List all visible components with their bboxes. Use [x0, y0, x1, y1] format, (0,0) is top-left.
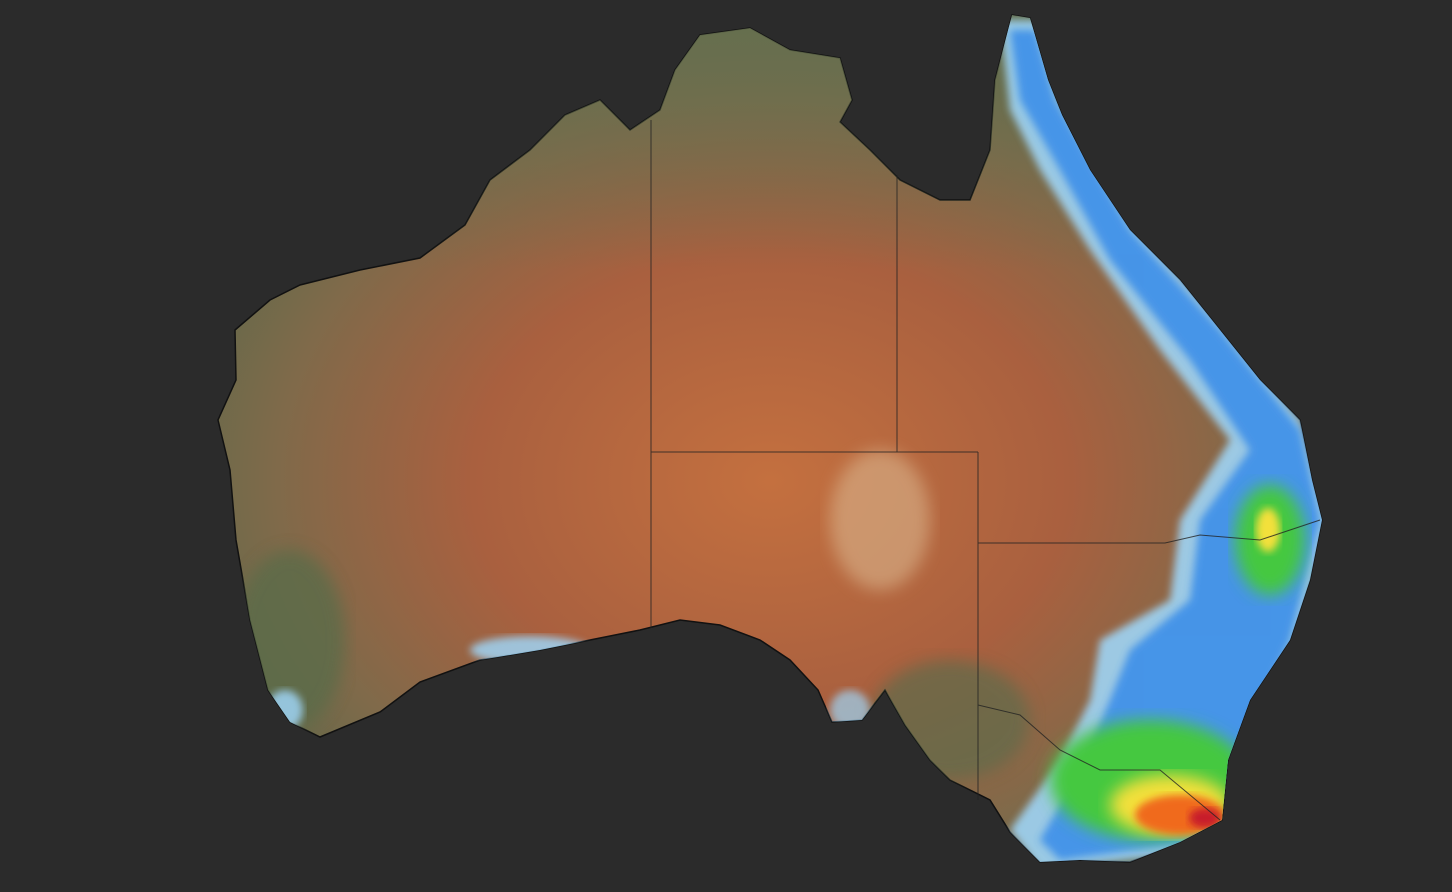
- rain-moderate-band: [1010, 30, 1320, 860]
- southeast-vegetation: [870, 660, 1030, 780]
- state-borders: [650, 120, 1321, 821]
- rain-light-sa-gulf: [830, 690, 870, 730]
- rainfall-overlay: [267, 20, 1322, 862]
- rain-light-bight: [470, 636, 590, 664]
- rain-extreme-east-gippsland: [1189, 808, 1221, 828]
- border-qld-nsw: [978, 519, 1321, 544]
- central-salt-lakes: [830, 450, 930, 590]
- border-nsw-vic: [977, 704, 1221, 821]
- rain-light-southwest: [267, 690, 303, 730]
- rain-very-heavy-north-nsw: [1256, 508, 1280, 552]
